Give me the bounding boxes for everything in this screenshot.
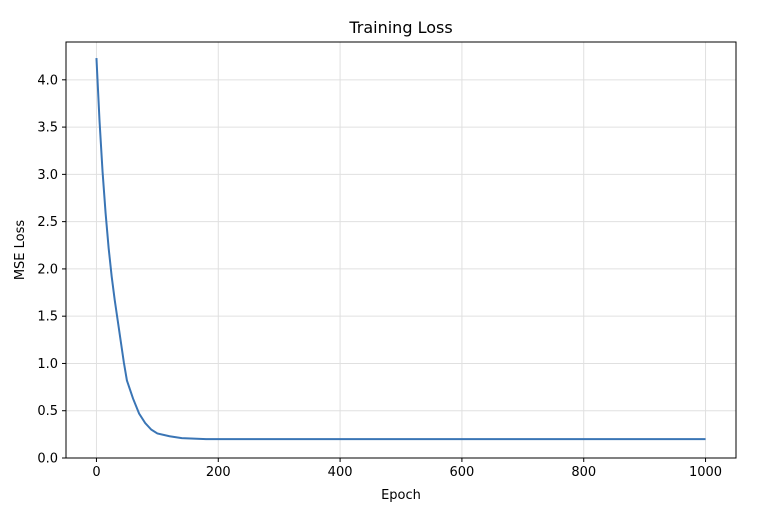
y-tick-label: 1.0 xyxy=(37,357,58,372)
y-axis-label: MSE Loss xyxy=(13,220,28,281)
x-tick-label: 800 xyxy=(571,465,596,480)
y-tick-label: 1.5 xyxy=(37,310,58,325)
x-axis-label: Epoch xyxy=(381,488,421,503)
grid xyxy=(66,42,736,459)
x-tick-label: 400 xyxy=(328,465,353,480)
x-tick-label: 0 xyxy=(92,465,100,480)
y-tick-label: 0.0 xyxy=(37,452,58,467)
y-tick-label: 2.0 xyxy=(37,262,58,277)
y-tick-label: 3.5 xyxy=(37,121,58,136)
y-tick-label: 4.0 xyxy=(37,73,58,88)
series-layer xyxy=(95,58,706,441)
axis-ticks: 0 200 400 600 800 1000 0.0 0.5 1.0 1.5 2.0 2.5 3.0 3.… xyxy=(37,73,722,480)
y-tick-label: 0.5 xyxy=(37,404,58,419)
x-tick-label: 200 xyxy=(206,465,231,480)
chart-title: Training Loss xyxy=(348,18,452,37)
y-tick-label: 2.5 xyxy=(37,215,58,230)
plot-frame xyxy=(65,41,737,459)
x-tick-label: 600 xyxy=(449,465,474,480)
y-tick-label: 3.0 xyxy=(37,168,58,183)
x-tick-label: 1000 xyxy=(689,465,722,480)
loss-series-line xyxy=(95,58,706,441)
